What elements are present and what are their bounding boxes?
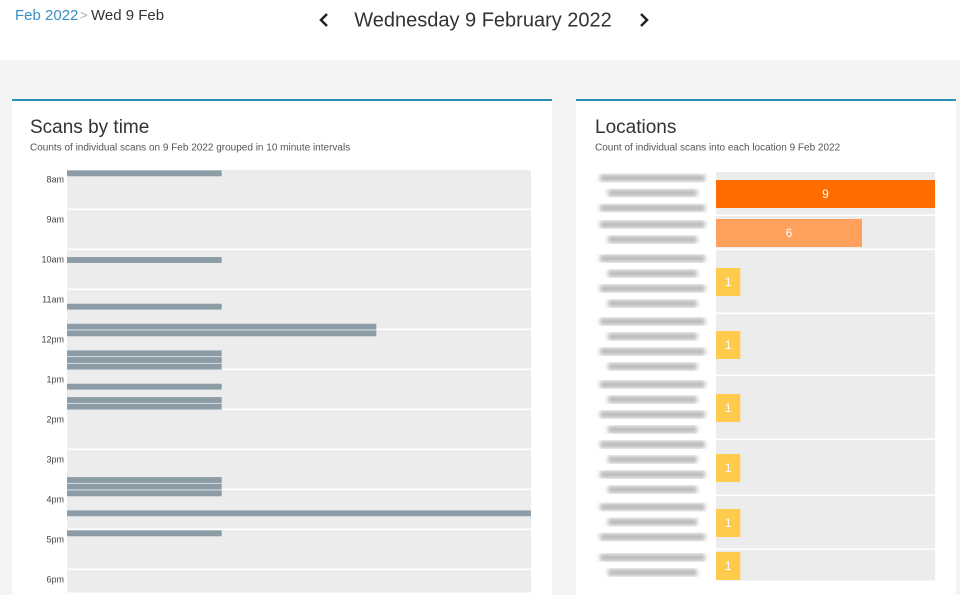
- bar: [67, 477, 222, 483]
- blurred-label: [608, 189, 697, 197]
- row-band: [716, 440, 935, 495]
- bar: [67, 483, 222, 490]
- row-band: [716, 496, 935, 549]
- blurred-label: [600, 221, 705, 228]
- bar: [716, 454, 741, 482]
- blurred-label: [608, 363, 697, 370]
- grid-band: [67, 170, 531, 209]
- blurred-label: [600, 381, 705, 388]
- y-tick-label: 3pm: [46, 454, 64, 464]
- y-tick-label: 9am: [46, 214, 64, 224]
- breadcrumb-link[interactable]: Feb 2022: [15, 7, 78, 24]
- value-label: 6: [786, 226, 793, 240]
- blurred-label: [600, 503, 705, 511]
- bar: [67, 383, 222, 390]
- blurred-label: [600, 318, 705, 325]
- value-label: 1: [725, 338, 732, 352]
- bar: [716, 509, 741, 537]
- blurred-label: [600, 471, 705, 478]
- bar: [67, 323, 377, 330]
- blurred-label: [608, 300, 697, 307]
- row-band: [716, 250, 935, 313]
- y-tick-label: 1pm: [46, 374, 64, 384]
- row-band: [716, 314, 935, 375]
- y-tick-label: 5pm: [46, 534, 64, 544]
- blurred-label: [608, 569, 697, 576]
- grid-band: [67, 250, 531, 289]
- blurred-label: [600, 554, 705, 561]
- blurred-label: [600, 204, 705, 212]
- grid-band: [67, 530, 531, 569]
- bar: [67, 257, 222, 263]
- bar: [716, 552, 741, 580]
- panel-border: [12, 99, 552, 101]
- blurred-label: [600, 441, 705, 448]
- bar: [67, 357, 222, 363]
- blurred-label: [600, 411, 705, 418]
- bar: [716, 180, 935, 208]
- bar: [67, 170, 222, 177]
- y-tick-label: 12pm: [41, 334, 64, 344]
- blurred-label: [608, 426, 697, 433]
- bar: [716, 394, 741, 422]
- bar: [67, 350, 222, 357]
- chart-subtitle: Counts of individual scans on 9 Feb 2022…: [30, 143, 350, 154]
- value-label: 1: [725, 516, 732, 530]
- grid-band: [67, 570, 531, 593]
- blurred-label: [608, 333, 697, 340]
- bar: [67, 530, 222, 537]
- bar: [67, 363, 222, 370]
- bar: [67, 397, 222, 403]
- y-tick-label: 6pm: [46, 574, 64, 584]
- blurred-label: [600, 255, 705, 262]
- y-tick-label: 4pm: [46, 494, 64, 504]
- bar: [716, 268, 741, 296]
- prev-day[interactable]: [319, 13, 328, 27]
- next-day[interactable]: [640, 13, 649, 27]
- y-tick-label: 8am: [46, 174, 64, 184]
- chart-title: Scans by time: [30, 117, 149, 138]
- y-tick-label: 10am: [41, 254, 64, 264]
- bar: [67, 490, 222, 497]
- blurred-label: [600, 285, 705, 292]
- blurred-label: [608, 396, 697, 403]
- bar: [67, 303, 222, 310]
- breadcrumb-separator: >: [80, 7, 88, 22]
- breadcrumb-current: Wed 9 Feb: [91, 7, 164, 24]
- blurred-label: [608, 270, 697, 277]
- blurred-label: [600, 174, 705, 182]
- value-label: 1: [725, 401, 732, 415]
- scans-chart: 8am 9am 10am 11am 12pm 1pm 2pm 3pm 4pm 5pm 6pm: [41, 170, 531, 593]
- bar: [67, 330, 377, 337]
- value-label: 1: [725, 559, 732, 573]
- grid-band: [67, 410, 531, 449]
- value-label: 1: [725, 275, 732, 289]
- bar: [67, 510, 531, 517]
- row-band: [716, 550, 935, 581]
- blurred-label: [608, 236, 697, 243]
- y-tick-label: 11am: [42, 294, 64, 304]
- blurred-label: [608, 518, 697, 526]
- chart-title: Locations: [595, 117, 676, 138]
- y-tick-label: 2pm: [46, 414, 64, 424]
- blurred-label: [608, 486, 697, 493]
- chart-subtitle: Count of individual scans into each loca…: [595, 143, 841, 154]
- blurred-label: [600, 533, 705, 541]
- page-title: Wednesday 9 February 2022: [354, 9, 612, 31]
- bar: [67, 403, 222, 410]
- row-band: [716, 376, 935, 439]
- grid-band: [67, 490, 531, 529]
- value-label: 1: [725, 461, 732, 475]
- grid-band: [67, 210, 531, 249]
- locations-chart: 9 6 1 1 1 1 1 1: [600, 172, 935, 581]
- bar: [716, 219, 862, 247]
- panel-border: [576, 99, 956, 101]
- blurred-label: [600, 348, 705, 355]
- bar: [716, 331, 741, 359]
- blurred-label: [608, 456, 697, 463]
- value-label: 9: [822, 187, 829, 201]
